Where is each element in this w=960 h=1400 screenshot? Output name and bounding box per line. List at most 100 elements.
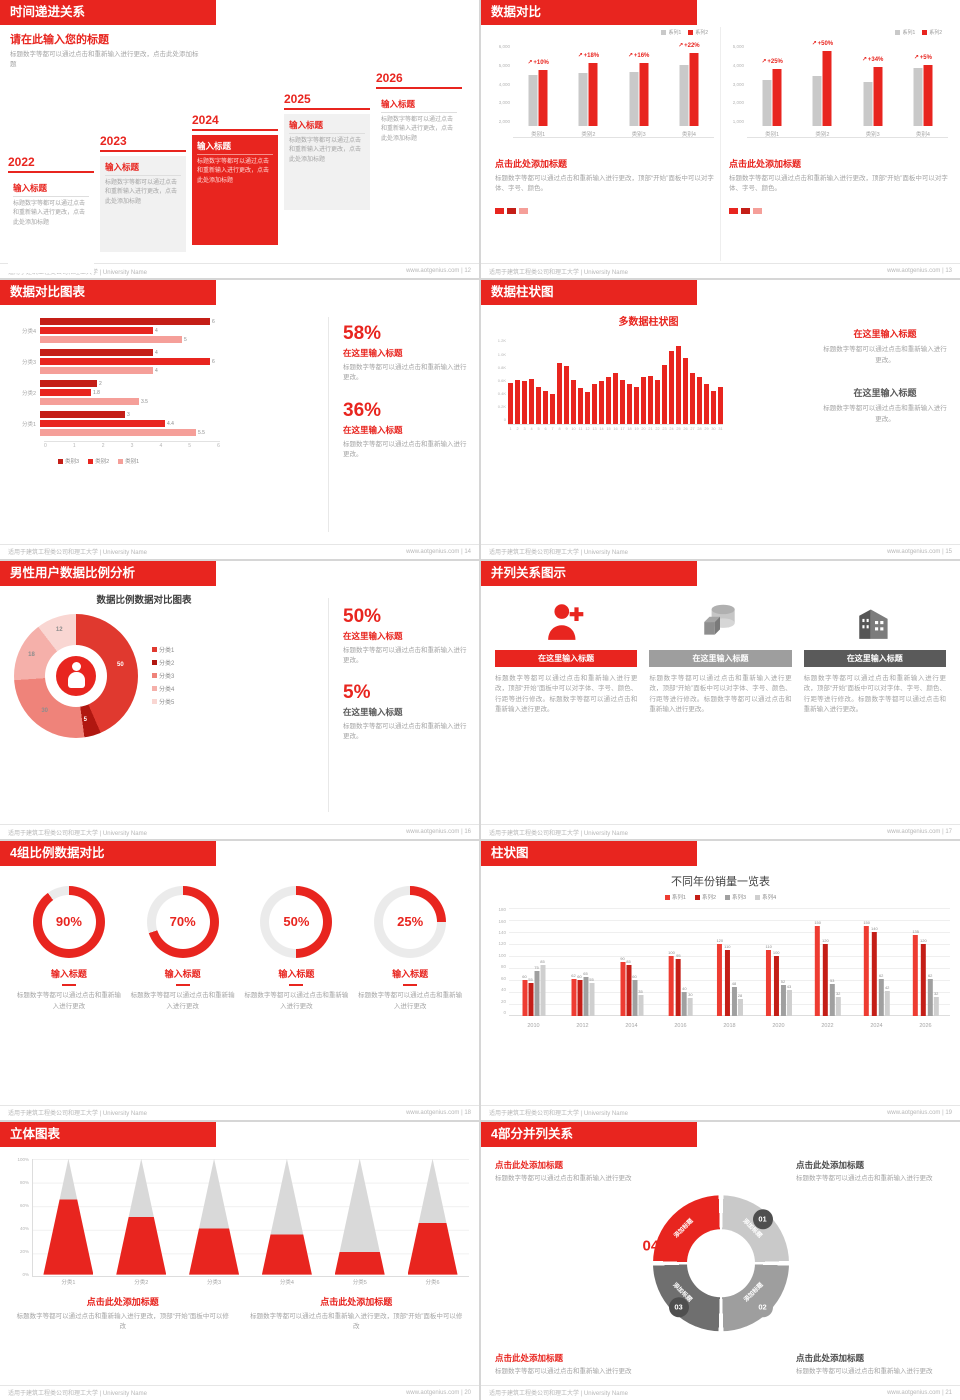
y-tick: 3,000 bbox=[732, 81, 744, 87]
bar bbox=[717, 944, 723, 1017]
bar bbox=[540, 965, 545, 1017]
slide-title: 柱状图 bbox=[491, 846, 529, 861]
slide-19[interactable]: 柱状图 不同年份销量一览表 系列1 系列2 系列3 系列4 180 160 140 120 1… bbox=[481, 841, 960, 1120]
slide-footer: 适用于建筑工程类公司和理工大学 | University Name www.aot… bbox=[0, 1104, 479, 1120]
slide-title: 并列关系图示 bbox=[491, 565, 567, 580]
block-title: 在这里输入标题 bbox=[853, 329, 917, 340]
cone-chart[interactable]: 100% 80% 60% 40% 20% 0% 分类1 分类2 分类3 分类4 分类5 分类6 bbox=[0, 1147, 479, 1287]
slide-17[interactable]: 并列关系图示 在这里输入标题 标题数字等都可以通过点击和重新输入进行更改，顶部“… bbox=[481, 560, 960, 840]
footer-page: www.aotgenius.com | 19 bbox=[887, 1109, 952, 1116]
slide-title: 立体图表 bbox=[10, 1126, 61, 1141]
slide-title: 数据柱状图 bbox=[491, 285, 554, 300]
legend-label: 分类3 bbox=[159, 674, 175, 681]
parallel-item[interactable]: 在这里输入标题 标题数字等都可以通过点击和重新输入进行更改，顶部“开始”面板中可… bbox=[495, 598, 638, 716]
value-label: 5.5 bbox=[198, 429, 205, 436]
bar bbox=[634, 387, 639, 426]
ratio-item[interactable]: 90% 输入标题 标题数字等都可以通过点击和重新输入进行更改 bbox=[17, 886, 121, 1012]
legend-label: 类别3 bbox=[65, 459, 80, 466]
timeline-card-title: 输入标题 bbox=[105, 161, 181, 176]
bar bbox=[920, 944, 926, 1017]
bar-group: 110 100 52 43 2020 bbox=[754, 903, 803, 1029]
timeline-item[interactable]: 2022 输入标题 标题数字等都可以通过点击和重新输入进行更改，点击此处添加标题 bbox=[8, 155, 94, 273]
parallel-item[interactable]: 在这里输入标题 标题数字等都可以通过点击和重新输入进行更改，顶部“开始”面板中可… bbox=[803, 598, 946, 716]
timeline-item[interactable]: 2023 输入标题 标题数字等都可以通过点击和重新输入进行更改，点击此处添加标题 bbox=[100, 134, 186, 252]
ratio-item[interactable]: 25% 输入标题 标题数字等都可以通过点击和重新输入进行更改 bbox=[358, 886, 462, 1012]
bar-group: ↗+25% 类别1 bbox=[747, 36, 797, 138]
slide-footer: 适用于建筑工程类公司和理工大学 | University Name www.aot… bbox=[481, 543, 960, 559]
ratio-item[interactable]: 50% 输入标题 标题数字等都可以通过点击和重新输入进行更改 bbox=[244, 886, 348, 1012]
timeline-rule bbox=[100, 150, 186, 152]
legend-item: 分类5 bbox=[152, 697, 174, 706]
slide-13[interactable]: 数据对比 系列1 系列2 6,000 5,000 4,000 3,000 2,000 ↗+10… bbox=[481, 0, 960, 279]
value-label: 3 bbox=[127, 411, 130, 418]
slide-body: 请在此输入您的标题 标题数字等都可以通过点击和重新输入进行更改，点击此处添加标题… bbox=[0, 25, 479, 273]
timeline-card: 输入标题 标题数字等都可以通过点击和重新输入进行更改，点击此处添加标题 bbox=[284, 114, 370, 210]
footer-org: 适用于建筑工程类公司和理工大学 | University Name bbox=[8, 1111, 147, 1118]
timeline-item[interactable]: 2026 输入标题 标题数字等都可以通过点击和重新输入进行更改，点击此处添加标题 bbox=[376, 71, 462, 189]
value-label: 30 bbox=[41, 708, 49, 715]
x-tick: 4 bbox=[159, 443, 163, 450]
bar-series2 bbox=[639, 63, 649, 126]
daily-bar-chart[interactable]: 1.2K 1.0K 0.8K 0.6K 0.4K 0.2K 0 1 2 3 4 5 6 7 8 9 10 11 12… bbox=[491, 338, 806, 434]
value-label: 85 bbox=[626, 959, 631, 965]
slide-14[interactable]: 数据对比图表 分类4 6 4 5 分类3 4 6 4 分类2 2 1.8 3.5 分类1 3 4.4 5.5 0… bbox=[0, 280, 479, 559]
timeline-card-desc: 标题数字等都可以通过点击和重新输入进行更改，点击此处添加标题 bbox=[197, 159, 270, 184]
slide-title: 4部分并列关系 bbox=[491, 1126, 573, 1141]
slide-footer: 适用于建筑工程类公司和理工大学 | University Name www.aot… bbox=[0, 824, 479, 839]
bar-group: ↗+16% 类别3 bbox=[614, 36, 664, 138]
slide-header: 数据对比 bbox=[481, 0, 960, 25]
timeline-item[interactable]: 2024 输入标题 标题数字等都可以通过点击和重新输入进行更改，点击此处添加标题 bbox=[192, 113, 278, 245]
value-label: 32 bbox=[835, 991, 841, 997]
comparison-bar-chart-right[interactable]: 系列1 系列2 5,000 4,000 3,000 2,000 1,000 ↗+25% 类别1 ↗… bbox=[727, 27, 948, 143]
block-title: 点击此处添加标题 bbox=[796, 1352, 865, 1363]
x-tick: 23 bbox=[662, 427, 667, 432]
value-label: 62 bbox=[571, 973, 576, 979]
accent-dash bbox=[175, 984, 190, 987]
segmented-ring-diagram[interactable]: 添加标题 添加标题 添加标题 添加标题 01 02 03 04 bbox=[643, 1195, 789, 1332]
bar bbox=[571, 380, 576, 426]
bar bbox=[571, 979, 576, 1017]
grouped-bar-chart[interactable]: 180 160 140 120 100 80 60 40 20 0 60 55 75 85 2010 62 60… bbox=[491, 903, 950, 1029]
timeline-item[interactable]: 2025 输入标题 标题数字等都可以通过点击和重新输入进行更改，点击此处添加标题 bbox=[284, 92, 370, 210]
y-tick: 20% bbox=[19, 1248, 29, 1254]
y-tick: 1.2K bbox=[497, 338, 506, 344]
slide-title-bar: 数据对比图表 bbox=[0, 280, 216, 306]
slide-15[interactable]: 数据柱状图 多数据柱状图 1.2K 1.0K 0.8K 0.6K 0.4K 0.2K 0 1 2… bbox=[481, 280, 960, 559]
legend-swatch bbox=[694, 894, 700, 900]
plot-area: 60 55 75 85 2010 62 60 65 55 2012 90 85 60 35 2014 100 9… bbox=[509, 903, 950, 1029]
timeline-card: 输入标题 标题数字等都可以通过点击和重新输入进行更改，点击此处添加标题 bbox=[192, 135, 278, 245]
bar bbox=[780, 985, 786, 1017]
bar bbox=[638, 995, 643, 1017]
slide-12[interactable]: 时间递进关系 请在此输入您的标题 标题数字等都可以通过点击和重新输入进行更改，点… bbox=[0, 0, 479, 279]
parallel-item[interactable]: 在这里输入标题 标题数字等都可以通过点击和重新输入进行更改，顶部“开始”面板中可… bbox=[649, 598, 792, 716]
x-tick: 17 bbox=[620, 427, 625, 432]
x-tick: 2022 bbox=[821, 1023, 834, 1030]
x-tick: 22 bbox=[655, 427, 660, 432]
bar-series1 bbox=[679, 65, 689, 126]
section-heading: 请在此输入您的标题 bbox=[10, 34, 109, 46]
bar bbox=[529, 379, 534, 426]
category-label: 分类1 bbox=[21, 421, 36, 428]
y-axis: 100% 80% 60% 40% 20% 0% bbox=[8, 1157, 32, 1277]
change-label: ↗+25% bbox=[761, 59, 783, 65]
up-arrow-icon: ↗ bbox=[678, 43, 684, 49]
bar bbox=[543, 391, 548, 426]
slide-20[interactable]: 立体图表 100% 80% 60% 40% 20% 0% 分类1 分类2 分类3 分类4 分类5 分类… bbox=[0, 1121, 479, 1400]
comparison-bar-chart-left[interactable]: 系列1 系列2 6,000 5,000 4,000 3,000 2,000 ↗+10% 类别1 ↗… bbox=[493, 27, 714, 143]
timeline-diagram[interactable]: 2022 输入标题 标题数字等都可以通过点击和重新输入进行更改，点击此处添加标题 20… bbox=[8, 71, 475, 273]
donut-chart[interactable]: 50 5 30 18 12 bbox=[14, 613, 138, 738]
slide-18[interactable]: 4组比例数据对比 90% 输入标题 标题数字等都可以通过点击和重新输入进行更改 70%… bbox=[0, 841, 479, 1120]
horizontal-bar-chart[interactable]: 分类4 6 4 5 分类3 4 6 4 分类2 2 1.8 3.5 分类1 3 4.4 5.5 0 1 2 3 4 5 6 类… bbox=[0, 305, 328, 543]
bar bbox=[884, 991, 890, 1017]
slide-16[interactable]: 男性用户数据比例分析 数据比例数据对比图表 50 5 30 18 12 分类1 分类2 分类… bbox=[0, 560, 479, 840]
y-tick: 6,000 bbox=[498, 44, 510, 49]
x-tick: 2020 bbox=[772, 1023, 785, 1030]
text-block: 点击此处添加标题 标题数字等都可以通过点击和重新输入进行更改 bbox=[796, 1159, 946, 1184]
legend-swatch bbox=[895, 30, 901, 35]
decor-swatch bbox=[519, 208, 528, 215]
slide-body: 点击此处添加标题 标题数字等都可以通过点击和重新输入进行更改 点击此处添加标题 … bbox=[481, 1147, 960, 1385]
slide-21[interactable]: 4部分并列关系 点击此处添加标题 标题数字等都可以通过点击和重新输入进行更改 点… bbox=[481, 1121, 960, 1400]
percent-value: 70% bbox=[169, 914, 196, 930]
ratio-item[interactable]: 70% 输入标题 标题数字等都可以通过点击和重新输入进行更改 bbox=[131, 886, 235, 1012]
x-tick: 类别4 bbox=[681, 132, 696, 138]
